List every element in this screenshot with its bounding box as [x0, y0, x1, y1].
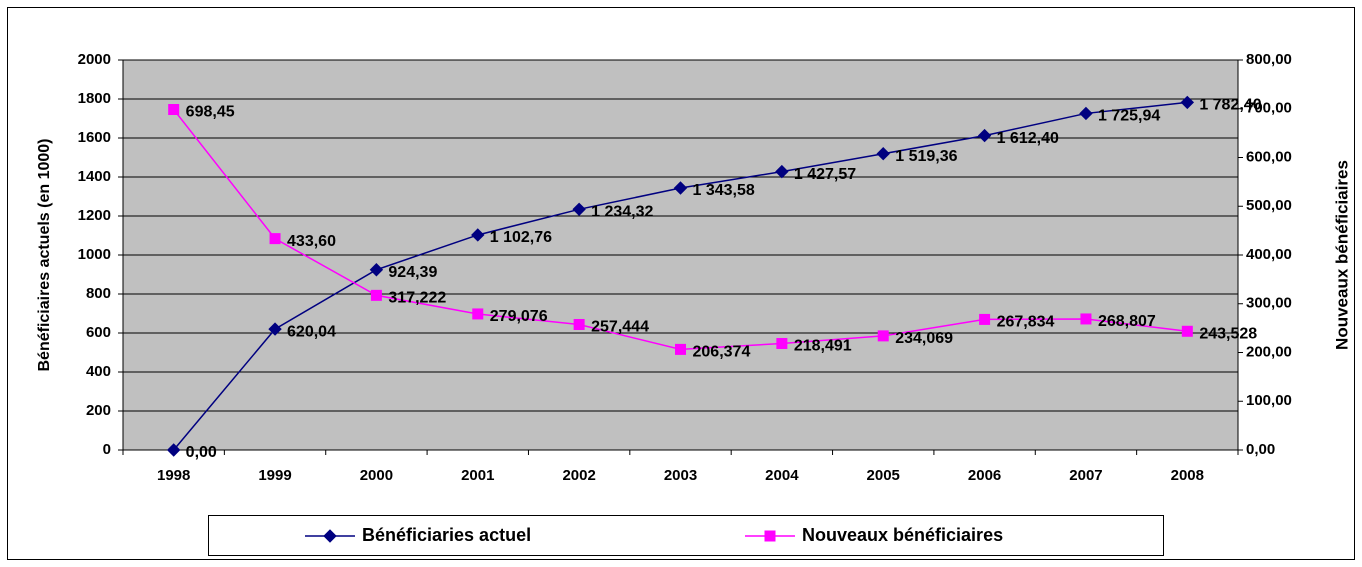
y2-tick-label: 0,00 — [1246, 441, 1275, 458]
data-label: 1 519,36 — [895, 148, 957, 165]
y-axis-title: Bénéficiaires actuels (en 1000) — [36, 138, 53, 371]
y-tick-label: 1400 — [78, 168, 111, 185]
data-label: 218,491 — [794, 338, 852, 355]
data-point — [1080, 313, 1092, 325]
data-point — [673, 181, 688, 195]
y2-tick-label: 400,00 — [1246, 246, 1292, 263]
y-tick-label: 1800 — [78, 90, 111, 107]
y-tick-label: 600 — [86, 324, 111, 341]
data-point — [369, 263, 384, 277]
data-point — [776, 337, 788, 349]
y-tick-label: 1600 — [78, 129, 111, 146]
data-label: 1 725,94 — [1098, 108, 1160, 125]
x-tick-label: 2008 — [1171, 467, 1204, 484]
data-point — [168, 104, 180, 116]
data-point — [1079, 106, 1093, 121]
y-tick-label: 1200 — [78, 207, 111, 224]
data-label: 1 102,76 — [490, 229, 552, 246]
data-point — [1180, 95, 1195, 110]
x-tick-label: 2002 — [562, 467, 595, 484]
y2-tick-label: 500,00 — [1246, 197, 1292, 214]
y2-tick-label: 600,00 — [1246, 148, 1292, 165]
y-tick-label: 0 — [103, 441, 111, 458]
data-label: 257,444 — [591, 319, 649, 336]
data-label: 1 782,40 — [1199, 97, 1261, 114]
data-point — [1181, 325, 1193, 337]
legend-marker — [764, 530, 776, 542]
data-label: 924,39 — [388, 264, 437, 281]
legend-marker — [323, 529, 337, 543]
data-point — [877, 330, 889, 342]
x-tick-label: 2005 — [867, 467, 900, 484]
data-label: 1 427,57 — [794, 166, 856, 183]
data-point — [472, 308, 484, 320]
data-label: 433,60 — [287, 233, 336, 250]
y-tick-label: 2000 — [78, 51, 111, 68]
y-tick-label: 1000 — [78, 246, 111, 263]
x-tick-label: 2003 — [664, 467, 697, 484]
data-point — [269, 233, 281, 245]
y-tick-label: 800 — [86, 285, 111, 302]
x-tick-label: 2000 — [360, 467, 393, 484]
x-tick-label: 1999 — [258, 467, 291, 484]
legend — [208, 515, 1164, 556]
data-label: 234,069 — [895, 330, 953, 347]
data-label: 243,528 — [1199, 325, 1257, 342]
x-tick-label: 2007 — [1069, 467, 1102, 484]
x-tick-label: 2006 — [968, 467, 1001, 484]
y2-tick-label: 700,00 — [1246, 100, 1292, 117]
data-label: 267,834 — [997, 314, 1055, 331]
data-point — [573, 318, 585, 330]
y2-tick-label: 300,00 — [1246, 295, 1292, 312]
y2-axis-title: Nouveaux bénéficiaires — [1332, 160, 1351, 350]
x-tick-label: 1998 — [157, 467, 190, 484]
legend-label: Nouveaux bénéficiaires — [802, 525, 1003, 545]
y2-tick-label: 200,00 — [1246, 343, 1292, 360]
data-label: 1 612,40 — [997, 130, 1059, 147]
data-point — [775, 164, 789, 179]
data-point — [979, 313, 991, 325]
data-point — [370, 289, 382, 301]
data-point — [268, 322, 282, 336]
data-label: 206,374 — [693, 344, 751, 361]
data-label: 317,222 — [388, 290, 446, 307]
data-point — [166, 443, 181, 457]
legend-label: Bénéficiaries actuel — [362, 525, 531, 545]
data-label: 279,076 — [490, 308, 548, 325]
data-label: 620,04 — [287, 323, 336, 340]
y2-tick-label: 800,00 — [1246, 51, 1292, 68]
x-tick-label: 2001 — [461, 467, 494, 484]
data-label: 1 234,32 — [591, 204, 653, 221]
data-point — [572, 202, 586, 217]
data-label: 268,807 — [1098, 313, 1156, 330]
y-tick-label: 200 — [86, 402, 111, 419]
data-point — [471, 228, 485, 242]
data-point — [876, 147, 890, 161]
data-point — [977, 128, 992, 143]
data-label: 0,00 — [186, 444, 217, 461]
y2-tick-label: 100,00 — [1246, 392, 1292, 409]
data-label: 1 343,58 — [693, 182, 755, 199]
data-point — [675, 343, 686, 355]
y-tick-label: 400 — [86, 363, 111, 380]
data-label: 698,45 — [186, 104, 235, 121]
x-tick-label: 2004 — [765, 467, 799, 484]
